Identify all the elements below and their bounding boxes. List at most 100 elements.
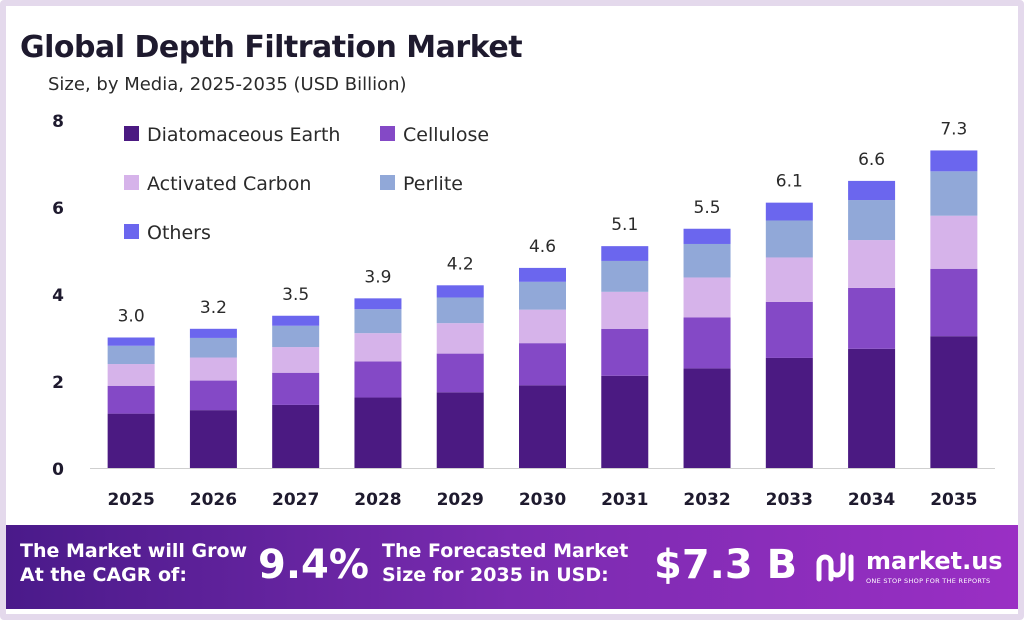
bar-segment-diatomaceous-earth: [189, 410, 237, 468]
bar-segment-activated-carbon: [601, 291, 649, 329]
legend-swatch: [124, 224, 139, 239]
bar-total-label: 3.5: [282, 285, 309, 305]
bar-total-label: 3.2: [200, 298, 227, 318]
bar-segment-diatomaceous-earth: [354, 397, 402, 468]
x-tick-label: 2031: [601, 490, 648, 510]
bar-segment-others: [765, 202, 813, 221]
x-tick-label: 2032: [683, 490, 730, 510]
bar-segment-cellulose: [683, 317, 731, 369]
bar-segment-activated-carbon: [683, 277, 731, 318]
forecast-value: $7.3 B: [654, 542, 798, 588]
bar-segment-cellulose: [601, 328, 649, 376]
bar-segment-others: [436, 285, 484, 298]
y-tick-label: 8: [52, 112, 64, 132]
legend-label: Diatomaceous Earth: [147, 124, 340, 146]
legend-swatch: [380, 126, 395, 141]
bar-segment-perlite: [519, 281, 566, 310]
y-tick-label: 4: [52, 286, 64, 306]
bar-total-label: 5.5: [694, 198, 721, 218]
bar-segment-diatomaceous-earth: [436, 392, 484, 468]
brand-logo: market.us ONE STOP SHOP FOR THE REPORTS: [814, 545, 1014, 593]
bar-segment-cellulose: [107, 385, 155, 414]
x-tick-label: 2035: [930, 490, 977, 510]
brand-tagline: ONE STOP SHOP FOR THE REPORTS: [866, 577, 991, 585]
bar-segment-perlite: [189, 337, 237, 358]
bar-segment-others: [272, 315, 320, 326]
bar-segment-cellulose: [519, 343, 566, 386]
bar-segment-activated-carbon: [107, 364, 155, 386]
legend-swatch: [124, 126, 139, 141]
bar-segment-diatomaceous-earth: [519, 385, 566, 468]
bar-total-label: 3.0: [118, 307, 145, 327]
market-us-logo-icon: [816, 552, 854, 582]
bar-segment-activated-carbon: [765, 257, 813, 302]
y-tick-label: 0: [52, 460, 64, 480]
chart-title: Global Depth Filtration Market: [20, 30, 523, 65]
bar-segment-activated-carbon: [189, 357, 237, 381]
bar-segment-cellulose: [930, 268, 978, 337]
bar-segment-perlite: [848, 200, 896, 241]
x-tick-label: 2028: [354, 490, 401, 510]
cagr-label: The Market will Grow At the CAGR of:: [20, 539, 247, 587]
legend-swatch: [380, 175, 395, 190]
bar-segment-diatomaceous-earth: [848, 348, 896, 468]
bar-segment-others: [930, 150, 978, 172]
bar-segment-perlite: [601, 260, 649, 292]
bar-segment-others: [354, 298, 402, 310]
bar-segment-cellulose: [765, 301, 813, 358]
bar-total-label: 7.3: [940, 119, 967, 139]
bar-segment-others: [519, 267, 566, 282]
bar-segment-others: [848, 180, 896, 201]
bar-segment-perlite: [272, 325, 320, 348]
bar-total-label: 3.9: [364, 267, 391, 287]
x-tick-label: 2025: [107, 490, 154, 510]
bar-segment-perlite: [436, 297, 484, 324]
bar-segment-perlite: [930, 171, 978, 216]
chart-subtitle: Size, by Media, 2025-2035 (USD Billion): [48, 74, 407, 95]
bar-segment-diatomaceous-earth: [683, 368, 731, 468]
bar-segment-diatomaceous-earth: [272, 404, 320, 468]
bar-total-label: 6.6: [858, 150, 885, 170]
bar-segment-cellulose: [272, 372, 320, 405]
legend-swatch: [124, 175, 139, 190]
bar-segment-activated-carbon: [436, 323, 484, 354]
bar-segment-activated-carbon: [519, 309, 566, 344]
cagr-label-line1: The Market will Grow: [20, 540, 248, 562]
forecast-label-line2: Size for 2035 in USD:: [382, 564, 609, 586]
legend-label: Others: [147, 222, 211, 244]
x-tick-label: 2033: [766, 490, 813, 510]
bar-segment-cellulose: [354, 361, 402, 398]
legend-label: Cellulose: [403, 124, 489, 146]
bar-total-label: 5.1: [611, 215, 638, 235]
legend-label: Perlite: [403, 173, 463, 195]
x-tick-label: 2027: [272, 490, 319, 510]
x-tick-label: 2029: [437, 490, 484, 510]
forecast-label: The Forecasted Market Size for 2035 in U…: [382, 539, 628, 587]
x-tick-label: 2030: [519, 490, 566, 510]
stacked-bar-chart: 0 2 4 6 8 3.0 2025 3.2 2026 3.5 2027 3.9 2028 4.2 2029…: [52, 112, 995, 510]
y-tick-label: 2: [52, 373, 64, 393]
bar-segment-others: [189, 328, 237, 338]
cagr-value: 9.4%: [258, 542, 369, 588]
bar-segment-diatomaceous-earth: [765, 357, 813, 468]
bar-total-label: 4.6: [529, 237, 556, 257]
bar-segment-others: [107, 337, 155, 346]
bar-segment-cellulose: [189, 380, 237, 411]
bar-segment-others: [683, 228, 731, 244]
bar-segment-perlite: [107, 345, 155, 365]
x-tick-label: 2034: [848, 490, 895, 510]
bar-segment-perlite: [765, 220, 813, 258]
bar-segment-activated-carbon: [930, 215, 978, 269]
bar-segment-diatomaceous-earth: [107, 413, 155, 468]
y-tick-label: 6: [52, 199, 64, 219]
bar-segment-diatomaceous-earth: [930, 336, 978, 468]
bar-segment-others: [601, 246, 649, 261]
bar-segment-diatomaceous-earth: [601, 375, 649, 468]
bar-total-label: 4.2: [447, 254, 474, 274]
bar-segment-perlite: [354, 309, 402, 334]
bar-segment-activated-carbon: [272, 347, 320, 373]
bar-segment-perlite: [683, 243, 731, 278]
bar-segment-cellulose: [848, 287, 896, 349]
bar-segment-cellulose: [436, 353, 484, 393]
forecast-label-line1: The Forecasted Market: [382, 540, 629, 562]
